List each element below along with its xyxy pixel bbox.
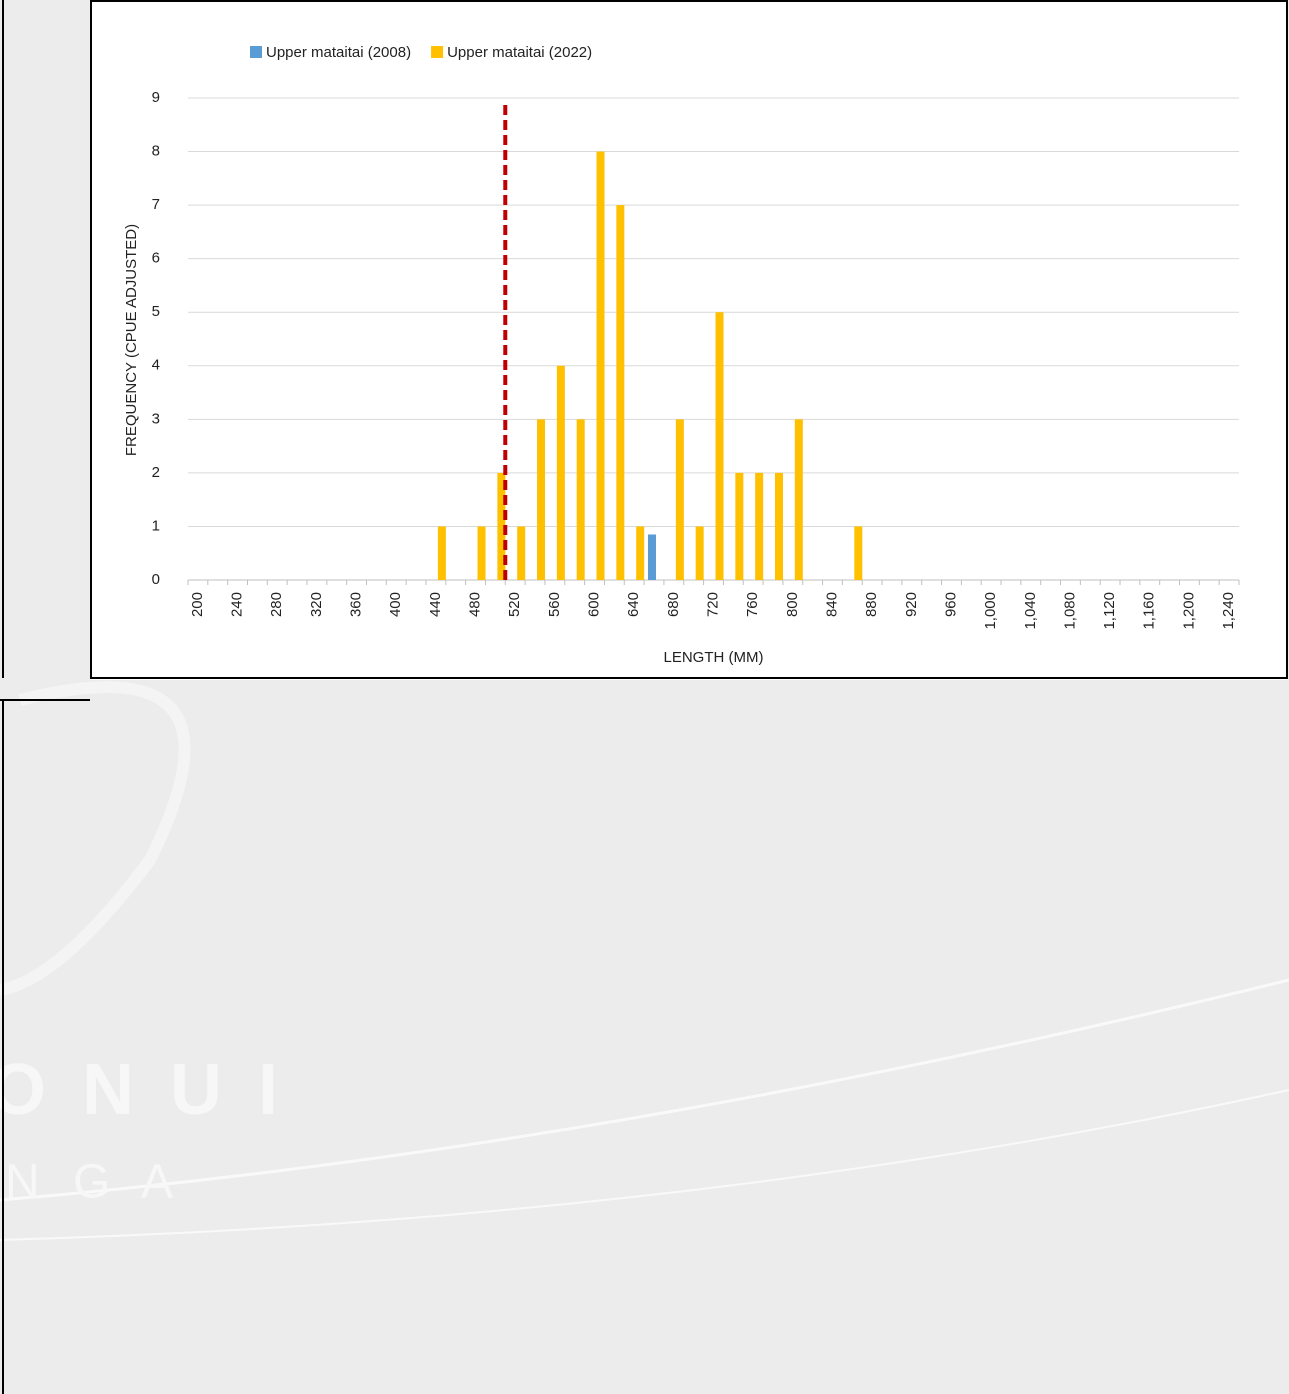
x-tick-label: 240 (229, 592, 246, 617)
y-tick-label: 0 (152, 571, 160, 588)
x-tick-label: 1,080 (1061, 592, 1078, 630)
x-tick-label: 720 (704, 592, 721, 617)
x-tick-label: 1,240 (1220, 592, 1237, 630)
x-tick-label: 1,120 (1101, 592, 1118, 630)
x-tick-label: 640 (625, 592, 642, 617)
y-tick-label: 8 (152, 143, 160, 160)
legend-label: Upper mataitai (2008) (266, 44, 411, 61)
legend-swatch (250, 46, 262, 58)
y-tick-label: 6 (152, 250, 160, 267)
bar (676, 419, 684, 580)
chart-frame (91, 1, 1287, 678)
decor-swirl (0, 687, 185, 990)
bar (537, 419, 545, 580)
background-text: N G A (5, 1156, 183, 1209)
y-tick-label: 7 (152, 196, 160, 213)
bar (636, 526, 644, 580)
y-tick-label: 1 (152, 517, 160, 534)
x-tick-label: 400 (387, 592, 404, 617)
bar (557, 366, 565, 580)
x-tick-label: 480 (467, 592, 484, 617)
y-tick-label: 2 (152, 464, 160, 481)
y-tick-label: 5 (152, 303, 160, 320)
x-tick-label: 840 (823, 592, 840, 617)
x-tick-label: 360 (348, 592, 365, 617)
bar (716, 312, 724, 580)
y-axis-title: FREQUENCY (CPUE ADJUSTED) (123, 224, 140, 456)
y-tick-label: 3 (152, 410, 160, 427)
x-tick-label: 200 (189, 592, 206, 617)
x-tick-label: 600 (585, 592, 602, 617)
bar (735, 473, 743, 580)
x-tick-label: 880 (863, 592, 880, 617)
bar (577, 419, 585, 580)
x-tick-label: 520 (506, 592, 523, 617)
bar (775, 473, 783, 580)
x-tick-label: 960 (942, 592, 959, 617)
x-tick-label: 320 (308, 592, 325, 617)
x-tick-label: 680 (665, 592, 682, 617)
page: O N U I N G A 0 1 2 3 4 5 6 7 8 9 200 240 280 320 360 4… (0, 0, 1289, 1394)
x-tick-label: 1,040 (1022, 592, 1039, 630)
bar (478, 526, 486, 580)
bar (438, 526, 446, 580)
legend-swatch (431, 46, 443, 58)
y-tick-label: 9 (152, 89, 160, 106)
chart: 0 1 2 3 4 5 6 7 8 9 200 240 280 320 360 400 440 480 520 560… (90, 0, 1288, 680)
bar (854, 526, 862, 580)
bar (648, 534, 656, 580)
x-tick-label: 440 (427, 592, 444, 617)
x-axis-title: LENGTH (MM) (664, 649, 764, 666)
x-tick-label: 920 (903, 592, 920, 617)
bar (597, 152, 605, 580)
x-tick-label: 1,000 (982, 592, 999, 630)
x-tick-label: 760 (744, 592, 761, 617)
legend-label: Upper mataitai (2022) (447, 44, 592, 61)
x-tick-label: 800 (784, 592, 801, 617)
bar (616, 205, 624, 580)
x-tick-label: 280 (268, 592, 285, 617)
bar (755, 473, 763, 580)
x-tick-label: 1,160 (1141, 592, 1158, 630)
x-tick-label: 560 (546, 592, 563, 617)
background-text: O N U I (0, 1050, 286, 1130)
y-tick-label: 4 (152, 357, 160, 374)
x-tick-label: 1,200 (1180, 592, 1197, 630)
bar (696, 526, 704, 580)
bar (795, 419, 803, 580)
bar (517, 526, 525, 580)
